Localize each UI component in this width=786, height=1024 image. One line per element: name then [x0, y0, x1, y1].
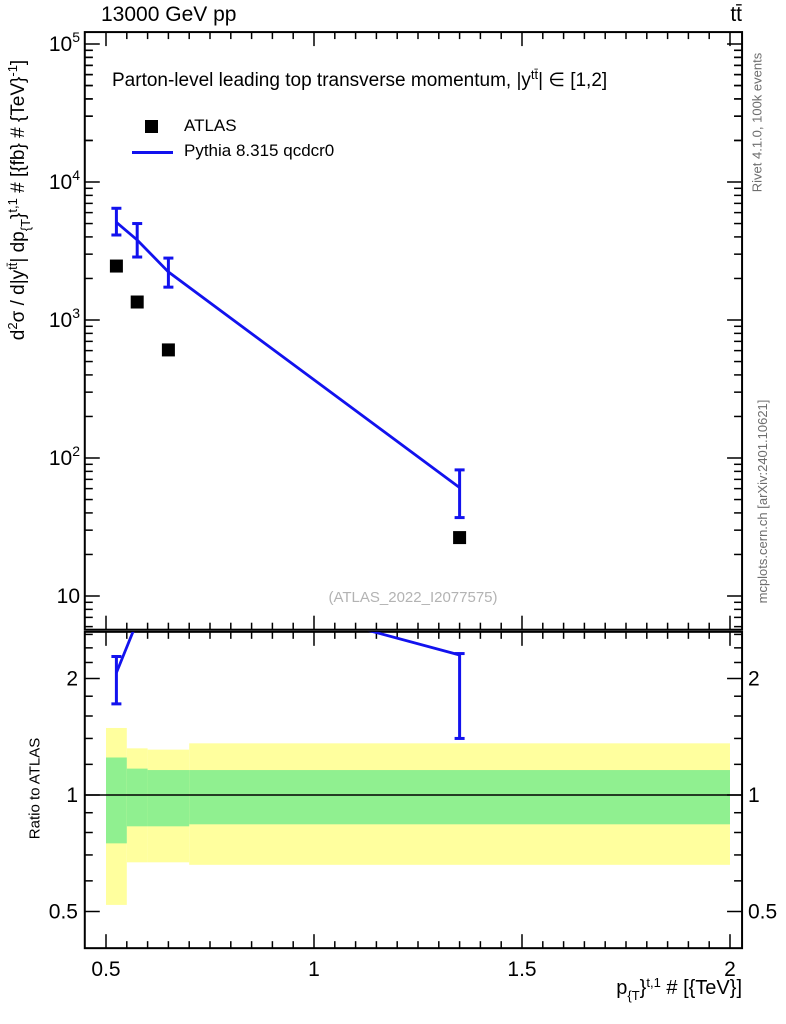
ratio-panel-border: [83, 630, 744, 950]
ratio-tick-label-right: 1: [748, 784, 760, 807]
atlas-data-point: [453, 531, 467, 545]
pythia-line-marker: [132, 151, 173, 154]
atlas-data-point: [109, 259, 123, 273]
ratio-band-green: [106, 757, 127, 844]
atlas-data-point: [130, 295, 144, 309]
x-tick-label: 1.5: [507, 958, 536, 981]
ratio-tick-label-right: 0.5: [748, 901, 777, 924]
process-label: tt̄: [730, 3, 742, 26]
x-tick-label: 2: [724, 958, 736, 981]
y-axis-title: d2σ / d|ytt̄| dp{T}t,1 # [{fb} # {TeV}-1…: [5, 59, 33, 341]
ratio-tick-label-left: 1: [66, 784, 78, 807]
rivet-version-note: Rivet 4.1.0, 100k events: [749, 52, 765, 193]
ratio-tick-label-right: 2: [748, 668, 760, 691]
legend-label-atlas: ATLAS: [184, 116, 237, 135]
y-tick-label: 105: [49, 29, 80, 56]
pythia-curve: [115, 221, 461, 489]
mcplots-arxiv-note: mcplots.cern.ch [arXiv:2401.10621]: [755, 399, 770, 604]
plot-title: Parton-level leading top transverse mome…: [112, 67, 608, 91]
pythia-ratio-curve: [115, 631, 460, 674]
atlas-data-point: [161, 343, 175, 357]
y-tick-label: 102: [49, 443, 80, 470]
ratio-tick-label-left: 0.5: [49, 901, 78, 924]
atlas-square-marker: [145, 120, 158, 133]
analysis-watermark: (ATLAS_2022_I2077575): [328, 589, 498, 606]
y-tick-label: 10: [57, 585, 80, 608]
y-tick-label: 104: [49, 167, 80, 194]
ratio-y-axis-title: Ratio to ATLAS: [26, 737, 44, 840]
ratio-band-green: [147, 770, 190, 827]
beam-energy-label: 13000 GeV pp: [101, 3, 237, 26]
x-tick-label: 0.5: [91, 958, 120, 981]
x-axis-title: p{T}t,1 # [{TeV}]: [616, 975, 742, 1003]
ratio-curve-group: [111, 631, 465, 740]
main-panel-border: [83, 31, 744, 631]
x-tick-label: 1: [308, 958, 320, 981]
ratio-tick-label-left: 2: [66, 668, 78, 691]
ratio-band-green: [126, 768, 148, 827]
ratio-band-green: [189, 770, 730, 825]
legend-label-pythia: Pythia 8.315 qcdcr0: [184, 141, 335, 160]
y-tick-label: 103: [49, 305, 80, 332]
